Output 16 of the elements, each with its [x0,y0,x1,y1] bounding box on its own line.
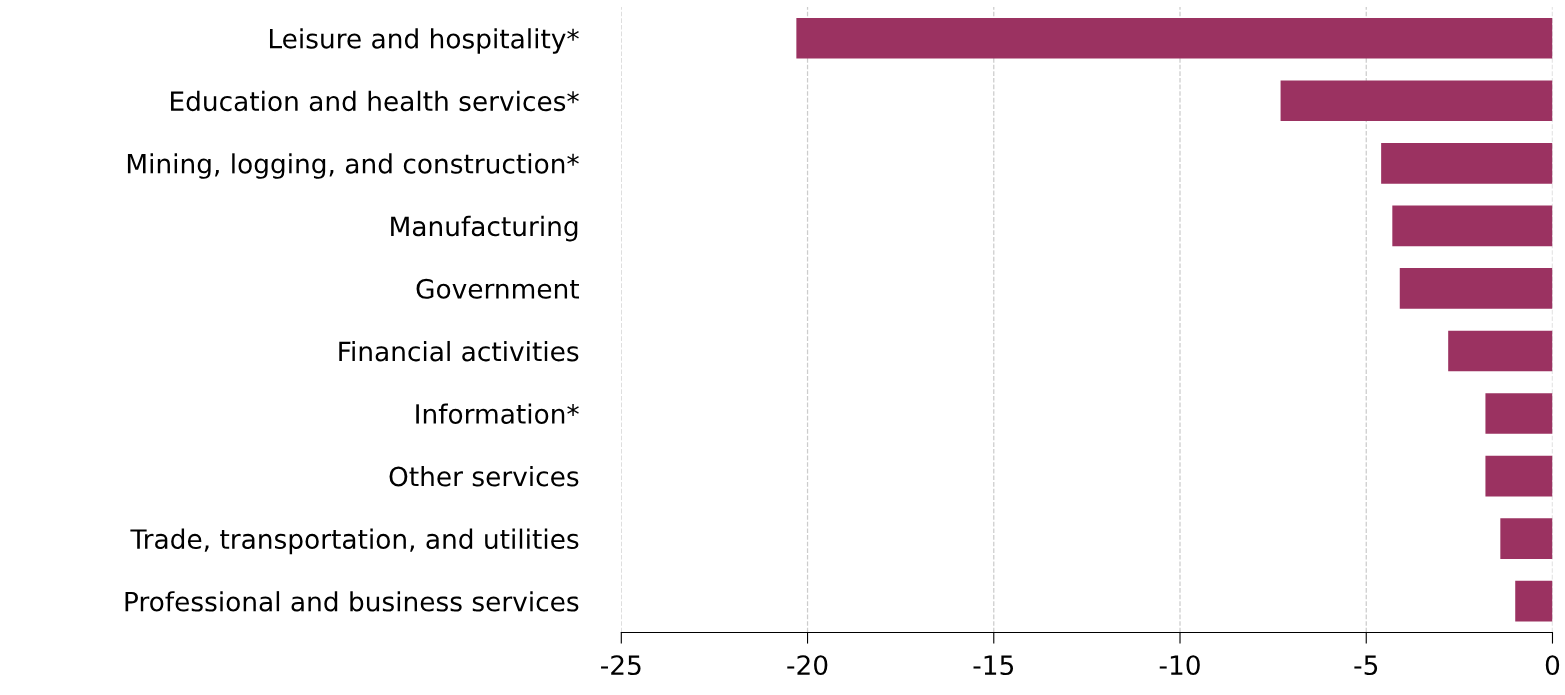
x-tick-label: -5 [1354,655,1378,676]
y-tick-label: Mining, logging, and construction* [127,153,579,179]
x-tick-label: 0 [1545,655,1560,676]
y-tick-label: Trade, transportation, and utilities [130,528,579,555]
x-tick-label: -25 [601,655,641,676]
y-tick-label: Professional and business services [125,591,579,612]
y-tick-label: Manufacturing [391,215,578,242]
y-tick-label: Leisure and hospitality* [269,28,579,54]
y-tick-label: Education and health services* [171,90,579,112]
x-tick-label: -15 [973,655,1014,676]
y-tick-label: Information* [416,403,579,424]
y-tick-label: Government [416,278,580,299]
x-tick-label: -20 [787,655,828,676]
y-tick-label: Other services [389,466,579,487]
x-tick-label: -10 [1159,655,1200,676]
y-tick-label: Financial activities [339,340,579,362]
